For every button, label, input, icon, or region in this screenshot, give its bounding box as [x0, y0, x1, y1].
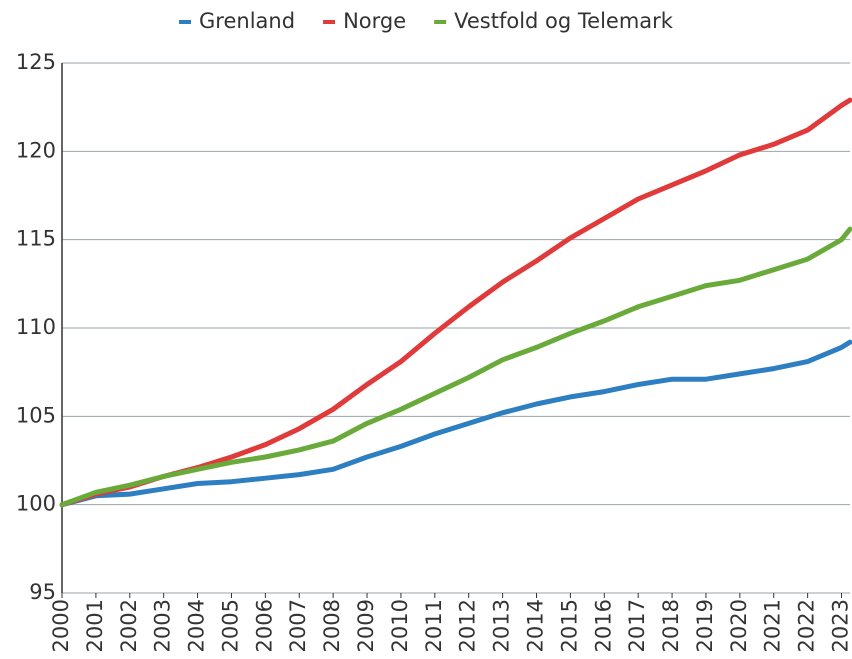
x-tick-label: 2004	[185, 599, 209, 652]
x-tick-label: 2012	[456, 599, 480, 652]
x-tick-label: 2002	[117, 599, 141, 652]
x-tick-label: 2007	[286, 599, 310, 652]
line-series	[59, 97, 852, 508]
legend-label: Grenland	[199, 9, 295, 33]
x-tick-label: 2009	[354, 599, 378, 652]
x-tick-label: 2020	[727, 599, 751, 652]
x-tick-label: 2006	[252, 599, 276, 652]
x-tick-label: 2000	[49, 599, 73, 652]
y-tick-label: 95	[29, 580, 56, 604]
x-tick-label: 2021	[761, 599, 785, 652]
legend-item: Vestfold og Telemark	[434, 9, 674, 33]
x-tick-label: 2016	[591, 599, 615, 652]
x-tick-label: 2018	[659, 599, 683, 652]
x-tick-label: 2019	[693, 599, 717, 652]
legend-label: Norge	[343, 9, 406, 33]
y-tick-label: 125	[16, 50, 56, 74]
y-tick-label: 100	[16, 492, 56, 516]
y-tick-label: 110	[16, 315, 56, 339]
line-series	[59, 226, 852, 508]
x-tick-label: 2017	[625, 599, 649, 652]
x-tick-label: 2023	[829, 599, 852, 652]
line-series	[59, 339, 852, 508]
x-tick-label: 2003	[151, 599, 175, 652]
x-tick-label: 2011	[422, 599, 446, 652]
x-tick-label: 2015	[557, 599, 581, 652]
legend: Grenland Norge Vestfold og Telemark	[179, 9, 674, 33]
y-tick-label: 105	[16, 403, 56, 427]
legend-item: Norge	[323, 9, 406, 33]
y-tick-label: 115	[16, 227, 56, 251]
x-tick-label: 2008	[320, 599, 344, 652]
y-tick-label: 120	[16, 138, 56, 162]
x-tick-label: 2014	[523, 599, 547, 652]
x-tick-label: 2022	[795, 599, 819, 652]
x-tick-label: 2001	[83, 599, 107, 652]
x-tick-label: 2005	[218, 599, 242, 652]
x-tick-label: 2013	[490, 599, 514, 652]
legend-item: Grenland	[179, 9, 295, 33]
legend-label: Vestfold og Telemark	[454, 9, 674, 33]
x-tick-label: 2010	[388, 599, 412, 652]
